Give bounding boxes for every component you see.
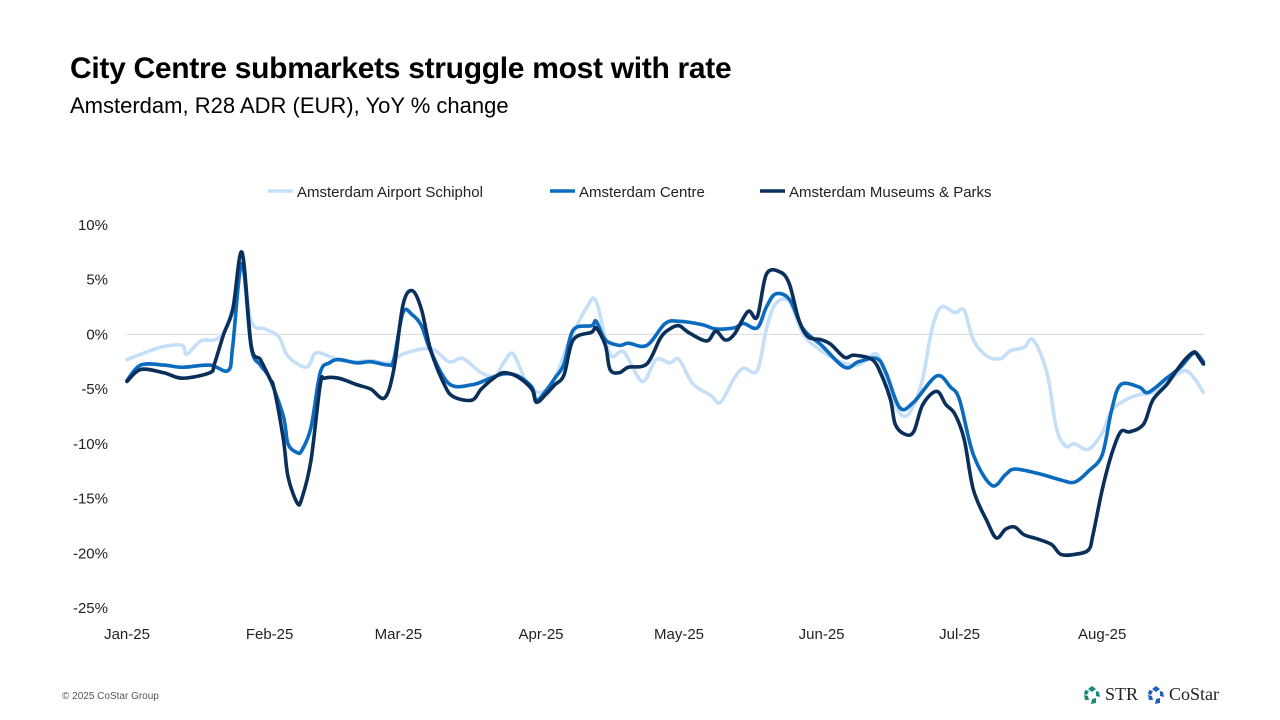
x-tick-label: Feb-25 bbox=[246, 626, 294, 643]
legend-item: Amsterdam Centre bbox=[550, 184, 705, 201]
footer-logos: STR CoStar bbox=[1082, 684, 1219, 705]
y-tick-label: 0% bbox=[86, 326, 108, 343]
y-tick-label: -10% bbox=[73, 436, 108, 453]
str-logo-text: STR bbox=[1105, 684, 1139, 704]
series-line-2 bbox=[125, 261, 1206, 488]
series-lines bbox=[125, 250, 1206, 558]
x-tick-label: Jun-25 bbox=[799, 626, 845, 643]
str-logo-mark-icon bbox=[1084, 685, 1100, 704]
y-tick-label: 10% bbox=[78, 217, 108, 234]
x-tick-label: Mar-25 bbox=[375, 626, 423, 643]
chart-subtitle: Amsterdam, R28 ADR (EUR), YoY % change bbox=[70, 93, 509, 118]
copyright: © 2025 CoStar Group bbox=[62, 691, 159, 702]
legend-item: Amsterdam Museums & Parks bbox=[760, 184, 992, 201]
y-tick-label: -25% bbox=[73, 600, 108, 617]
y-axis: 10% 5% 0% -5% -10% -15% -20% -25% bbox=[73, 217, 108, 617]
str-logo: STR bbox=[1082, 684, 1138, 705]
legend-label: Amsterdam Airport Schiphol bbox=[297, 184, 483, 201]
x-tick-label: May-25 bbox=[654, 626, 704, 643]
x-tick-label: Jan-25 bbox=[104, 626, 150, 643]
series-line-3 bbox=[125, 250, 1206, 558]
x-tick-label: Aug-25 bbox=[1078, 626, 1126, 643]
legend: Amsterdam Airport Schiphol Amsterdam Cent… bbox=[268, 184, 992, 201]
x-tick-label: Jul-25 bbox=[939, 626, 980, 643]
x-tick-label: Apr-25 bbox=[518, 626, 563, 643]
y-tick-label: -5% bbox=[81, 381, 108, 398]
series-line-1 bbox=[125, 263, 1206, 452]
costar-logo: CoStar bbox=[1146, 684, 1219, 705]
legend-item: Amsterdam Airport Schiphol bbox=[268, 184, 483, 201]
y-tick-label: 5% bbox=[86, 272, 108, 289]
y-tick-label: -20% bbox=[73, 545, 108, 562]
y-tick-label: -15% bbox=[73, 491, 108, 508]
chart-title: City Centre submarkets struggle most wit… bbox=[70, 52, 732, 85]
legend-label: Amsterdam Centre bbox=[579, 184, 705, 201]
legend-label: Amsterdam Museums & Parks bbox=[789, 184, 992, 201]
x-axis: Jan-25 Feb-25 Mar-25 Apr-25 May-25 Jun-25 Jul-… bbox=[104, 626, 1126, 643]
costar-logo-mark-icon bbox=[1148, 685, 1165, 704]
costar-logo-text: CoStar bbox=[1169, 684, 1220, 704]
